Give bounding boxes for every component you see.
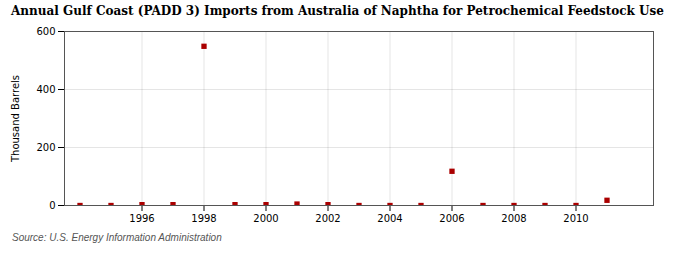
svg-text:2006: 2006 [439,213,464,224]
svg-text:2004: 2004 [377,213,402,224]
html-text:Annual Gulf Coast (PADD 3) Imp: Annual Gulf Coast (PADD 3) Imports from … [11,4,664,18]
svg-text:2002: 2002 [315,213,340,224]
svg-text:600: 600 [36,26,55,37]
html-text:Source: U.S. Energy Informatio: Source: U.S. Energy Information Administ… [12,232,222,243]
svg-text:2010: 2010 [563,213,588,224]
svg-text:Thousand Barrels: Thousand Barrels [10,75,21,163]
svg-text:2000: 2000 [253,213,278,224]
svg-text:200: 200 [36,142,55,153]
svg-text:0: 0 [49,200,55,211]
svg-text:400: 400 [36,84,55,95]
svg-text:1996: 1996 [129,213,154,224]
svg-text:1998: 1998 [191,213,216,224]
svg-text:2008: 2008 [501,213,526,224]
